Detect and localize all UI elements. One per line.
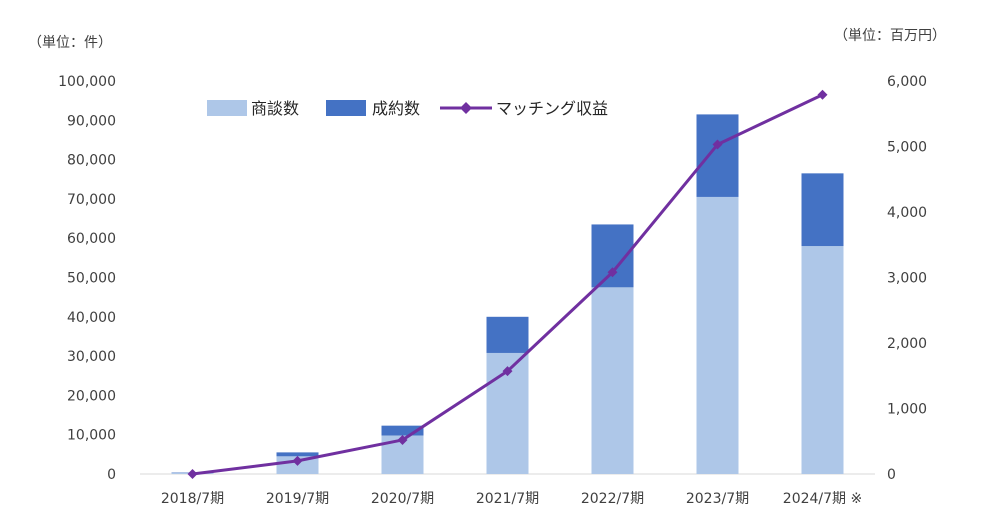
- right-axis-unit-label: （単位：百万円）: [834, 28, 946, 44]
- bar-seiyaku: [486, 316, 529, 353]
- bars: [171, 114, 844, 474]
- legend-label-seiyaku: 成約数: [372, 99, 420, 118]
- bar-shodan: [696, 196, 739, 474]
- revenue-point: [817, 89, 828, 100]
- left-tick-label: 40,000: [67, 310, 116, 326]
- left-axis: 0 10,000 20,000 30,000 40,000 50,000 60,000 70,…: [58, 74, 116, 483]
- x-tick-label: 2021/7期: [476, 491, 539, 507]
- x-tick-label: 2024/7期 ※: [783, 491, 862, 507]
- left-axis-unit-label: （単位：件）: [28, 35, 112, 51]
- bar-shodan: [801, 246, 844, 474]
- revenue-point: [607, 267, 618, 278]
- left-tick-label: 100,000: [58, 74, 116, 90]
- right-tick-label: 6,000: [887, 74, 927, 90]
- bar-seiyaku: [381, 425, 424, 436]
- x-axis: 2018/7期 2019/7期 2020/7期 2021/7期 2022/7期 2023/…: [161, 491, 862, 507]
- legend-label-shodan: 商談数: [251, 99, 299, 118]
- left-tick-label: 20,000: [67, 388, 116, 404]
- x-tick-label: 2020/7期: [371, 491, 434, 507]
- bar-seiyaku: [696, 114, 739, 197]
- right-tick-label: 5,000: [887, 140, 927, 156]
- revenue-point: [712, 139, 723, 150]
- left-tick-label: 30,000: [67, 349, 116, 365]
- right-tick-label: 4,000: [887, 205, 927, 221]
- left-tick-label: 50,000: [67, 271, 116, 287]
- left-tick-label: 0: [107, 467, 116, 483]
- x-tick-label: 2023/7期: [686, 491, 749, 507]
- revenue-point: [502, 366, 513, 377]
- x-tick-label: 2019/7期: [266, 491, 329, 507]
- bar-shodan: [591, 287, 634, 474]
- right-tick-label: 2,000: [887, 336, 927, 352]
- legend-label-revenue: マッチング収益: [496, 99, 608, 118]
- right-tick-label: 0: [887, 467, 896, 483]
- right-tick-label: 3,000: [887, 271, 927, 287]
- left-tick-label: 10,000: [67, 428, 116, 444]
- legend-swatch-shodan: [207, 100, 247, 116]
- left-tick-label: 60,000: [67, 231, 116, 247]
- right-axis: 0 1,000 2,000 3,000 4,000 5,000 6,000: [887, 74, 927, 483]
- legend: 商談数 成約数 マッチング収益: [207, 99, 608, 118]
- revenue-point: [292, 455, 303, 466]
- left-tick-label: 90,000: [67, 113, 116, 129]
- legend-swatch-revenue-marker: [460, 102, 472, 114]
- revenue-line: [187, 89, 828, 479]
- revenue-point: [397, 434, 408, 445]
- bar-seiyaku: [801, 173, 844, 247]
- left-tick-label: 70,000: [67, 192, 116, 208]
- x-tick-label: 2018/7期: [161, 491, 224, 507]
- x-tick-label: 2022/7期: [581, 491, 644, 507]
- right-tick-label: 1,000: [887, 402, 927, 418]
- legend-swatch-seiyaku: [326, 100, 366, 116]
- revenue-point: [187, 469, 198, 479]
- left-tick-label: 80,000: [67, 153, 116, 169]
- bar-seiyaku: [276, 452, 319, 457]
